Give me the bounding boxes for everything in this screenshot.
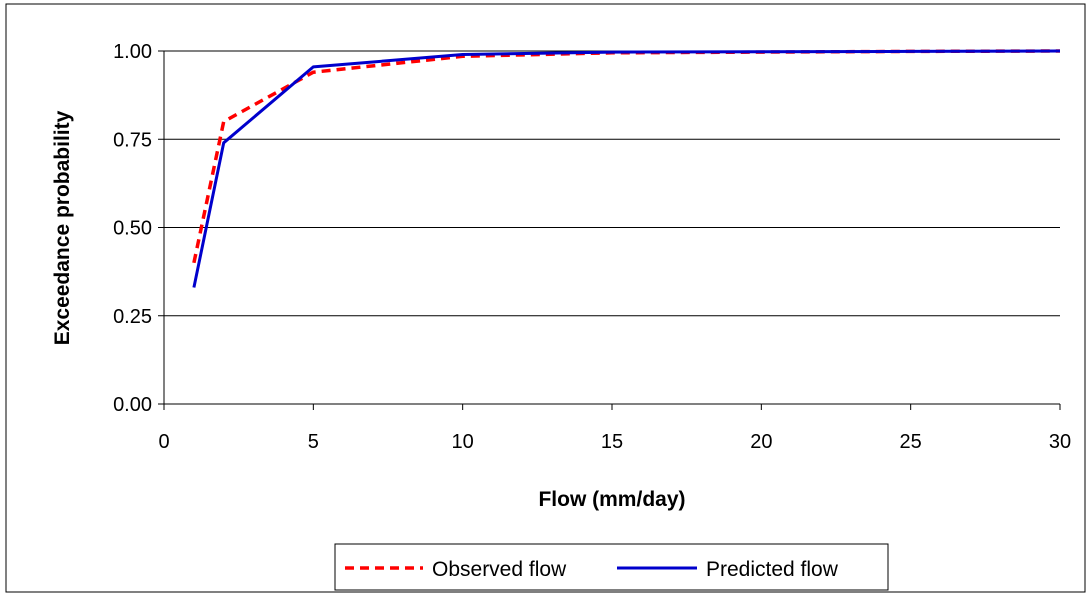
x-tick-label: 5: [308, 431, 319, 453]
y-tick-label: 0.00: [113, 394, 152, 416]
x-tick-label: 25: [900, 431, 922, 453]
x-tick-label: 10: [452, 431, 474, 453]
legend-label-predicted-flow: Predicted flow: [706, 558, 839, 581]
y-tick-label: 0.25: [113, 306, 152, 328]
y-tick-label: 0.75: [113, 129, 152, 151]
x-axis-ticks: 0 5 10 15 20 25 30: [158, 404, 1071, 453]
x-tick-label: 30: [1049, 431, 1071, 453]
x-axis-title: Flow (mm/day): [538, 488, 685, 511]
y-tick-label: 1.00: [113, 41, 152, 63]
legend-label-observed-flow: Observed flow: [432, 558, 567, 581]
series-line-predicted-flow: [192, 49, 1061, 288]
y-axis-ticks: 0.00 0.25 0.50 0.75 1.00: [113, 41, 164, 416]
x-tick-label: 15: [601, 431, 623, 453]
y-axis-title: Exceedance probability: [51, 110, 74, 345]
x-tick-label: 20: [750, 431, 772, 453]
chart-border: [5, 3, 1086, 593]
legend: Observed flow Predicted flow: [334, 543, 889, 591]
legend-box: [334, 543, 889, 591]
y-tick-label: 0.50: [113, 218, 152, 240]
series-lines: [192, 49, 1061, 288]
x-tick-label: 0: [158, 431, 169, 453]
